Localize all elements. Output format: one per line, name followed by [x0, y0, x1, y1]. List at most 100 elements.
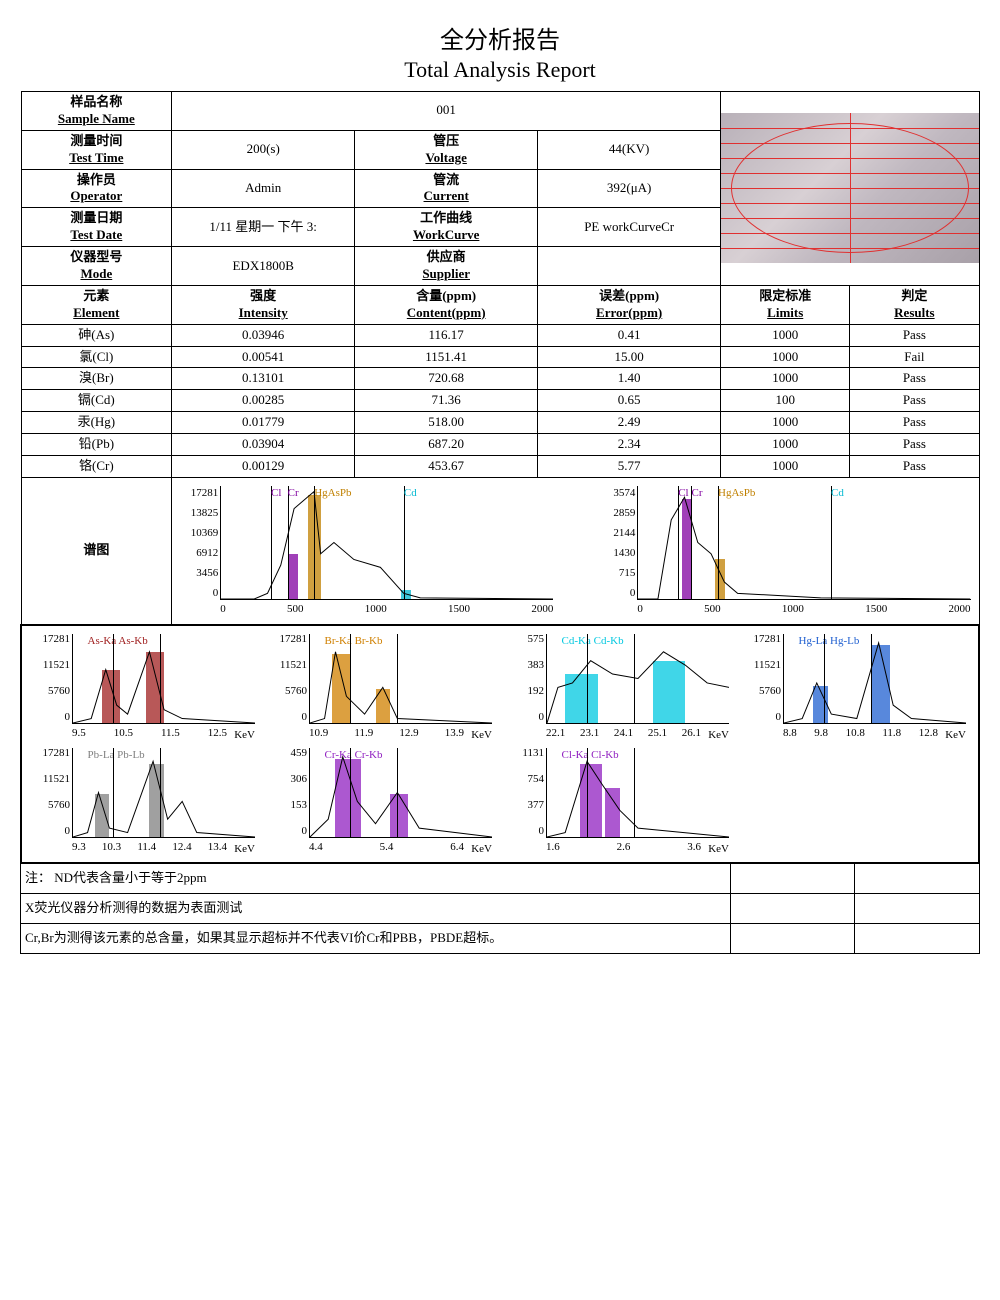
cell-limits: 1000	[721, 434, 850, 456]
axis-unit: KeV	[708, 728, 729, 742]
element-spectrum-chart: 172811152157600As-Ka As-Kb9.510.511.512.…	[28, 632, 261, 742]
cell-content: 71.36	[355, 390, 538, 412]
cell-limits: 1000	[721, 412, 850, 434]
cell-results: Pass	[850, 368, 979, 390]
cell-results: Fail	[850, 346, 979, 368]
table-header-row: 元素Element 强度Intensity 含量(ppm)Content(ppm…	[21, 285, 979, 324]
cell-intensity: 0.03946	[172, 324, 355, 346]
overview-spectrum-chart: 35742859214414307150ClCrHgAsPbCd05001000…	[595, 486, 972, 616]
element-charts-cell: 172811152157600As-Ka As-Kb9.510.511.512.…	[21, 625, 979, 863]
cell-limits: 1000	[721, 456, 850, 478]
cell-limits: 1000	[721, 324, 850, 346]
axis-unit: KeV	[471, 842, 492, 856]
notes-table: 注： ND代表含量小于等于2ppmX荧光仪器分析测得的数据为表面测试Cr,Br为…	[20, 863, 980, 954]
cell-element: 氯(Cl)	[21, 346, 172, 368]
note-blank	[855, 863, 980, 893]
val-operator: Admin	[172, 169, 355, 208]
chart-peak-label: Pb-La Pb-Lb	[88, 748, 145, 762]
cell-element: 溴(Br)	[21, 368, 172, 390]
cell-content: 687.20	[355, 434, 538, 456]
cell-error: 0.65	[538, 390, 721, 412]
val-current: 392(μA)	[538, 169, 721, 208]
cell-element: 铅(Pb)	[21, 434, 172, 456]
note-blank	[855, 893, 980, 923]
cell-element: 砷(As)	[21, 324, 172, 346]
table-row: 氯(Cl)0.005411151.4115.001000Fail	[21, 346, 979, 368]
note-blank	[730, 863, 855, 893]
cell-limits: 1000	[721, 346, 850, 368]
cell-intensity: 0.00541	[172, 346, 355, 368]
lbl-sample-name-cn: 样品名称	[70, 94, 122, 109]
cell-intensity: 0.01779	[172, 412, 355, 434]
report-table: 样品名称Sample Name 001 测量时间Test Time 200(s)…	[20, 91, 980, 864]
chart-peak-label: Hg-La Hg-Lb	[799, 634, 860, 648]
note-text: 注： ND代表含量小于等于2ppm	[21, 863, 731, 893]
spectrum-label: 谱图	[21, 477, 172, 625]
cell-intensity: 0.00129	[172, 456, 355, 478]
cell-intensity: 0.13101	[172, 368, 355, 390]
cell-content: 720.68	[355, 368, 538, 390]
chart-peak-label: Br-Ka Br-Kb	[325, 634, 383, 648]
val-supplier	[538, 247, 721, 286]
val-test-date: 1/11 星期一 下午 3:	[172, 208, 355, 247]
note-text: X荧光仪器分析测得的数据为表面测试	[21, 893, 731, 923]
note-blank	[730, 923, 855, 953]
val-mode: EDX1800B	[172, 247, 355, 286]
axis-unit: KeV	[945, 728, 966, 742]
cell-content: 116.17	[355, 324, 538, 346]
cell-element: 汞(Hg)	[21, 412, 172, 434]
cell-results: Pass	[850, 324, 979, 346]
cell-intensity: 0.00285	[172, 390, 355, 412]
chart-peak-label: Cl-Ka Cl-Kb	[562, 748, 619, 762]
element-spectrum-chart: 172811152157600Hg-La Hg-Lb8.89.810.811.8…	[739, 632, 972, 742]
element-spectrum-chart: 11317543770Cl-Ka Cl-Kb1.62.63.6KeV	[502, 746, 735, 856]
chart-peak-label: Cr-Ka Cr-Kb	[325, 748, 383, 762]
cell-intensity: 0.03904	[172, 434, 355, 456]
table-row: 溴(Br)0.13101720.681.401000Pass	[21, 368, 979, 390]
sample-image	[721, 113, 978, 263]
note-blank	[730, 893, 855, 923]
cell-content: 453.67	[355, 456, 538, 478]
cell-element: 镉(Cd)	[21, 390, 172, 412]
cell-limits: 100	[721, 390, 850, 412]
spectrum-top-cell: 172811382510369691234560ClCrHgAsPbCd0500…	[172, 477, 979, 625]
cell-error: 5.77	[538, 456, 721, 478]
note-blank	[855, 923, 980, 953]
chart-peak-label: As-Ka As-Kb	[88, 634, 148, 648]
val-test-time: 200(s)	[172, 130, 355, 169]
cell-error: 0.41	[538, 324, 721, 346]
chart-peak-label: Cd-Ka Cd-Kb	[562, 634, 624, 648]
val-workcurve: PE workCurveCr	[538, 208, 721, 247]
table-row: 汞(Hg)0.01779518.002.491000Pass	[21, 412, 979, 434]
cell-error: 2.34	[538, 434, 721, 456]
axis-unit: KeV	[234, 728, 255, 742]
lbl-sample-name-en: Sample Name	[58, 111, 135, 126]
cell-error: 15.00	[538, 346, 721, 368]
axis-unit: KeV	[708, 842, 729, 856]
report-title-cn: 全分析报告	[20, 20, 980, 55]
cell-content: 1151.41	[355, 346, 538, 368]
cell-results: Pass	[850, 434, 979, 456]
val-sample-name: 001	[172, 92, 721, 131]
cell-element: 铬(Cr)	[21, 456, 172, 478]
cell-results: Pass	[850, 412, 979, 434]
cell-limits: 1000	[721, 368, 850, 390]
table-row: 铅(Pb)0.03904687.202.341000Pass	[21, 434, 979, 456]
cell-results: Pass	[850, 390, 979, 412]
cell-error: 1.40	[538, 368, 721, 390]
cell-content: 518.00	[355, 412, 538, 434]
axis-unit: KeV	[234, 842, 255, 856]
note-text: Cr,Br为测得该元素的总含量，如果其显示超标并不代表VI价Cr和PBB，PBD…	[21, 923, 731, 953]
overview-spectrum-chart: 172811382510369691234560ClCrHgAsPbCd0500…	[178, 486, 555, 616]
cell-results: Pass	[850, 456, 979, 478]
table-row: 砷(As)0.03946116.170.411000Pass	[21, 324, 979, 346]
cell-error: 2.49	[538, 412, 721, 434]
element-spectrum-chart: 172811152157600Br-Ka Br-Kb10.911.912.913…	[265, 632, 498, 742]
element-spectrum-chart: 5753831920Cd-Ka Cd-Kb22.123.124.125.126.…	[502, 632, 735, 742]
val-voltage: 44(KV)	[538, 130, 721, 169]
table-row: 镉(Cd)0.0028571.360.65100Pass	[21, 390, 979, 412]
element-spectrum-chart: 172811152157600Pb-La Pb-Lb9.310.311.412.…	[28, 746, 261, 856]
element-spectrum-chart: 4593061530Cr-Ka Cr-Kb4.45.46.4KeV	[265, 746, 498, 856]
table-row: 铬(Cr)0.00129453.675.771000Pass	[21, 456, 979, 478]
report-title-en: Total Analysis Report	[20, 57, 980, 83]
